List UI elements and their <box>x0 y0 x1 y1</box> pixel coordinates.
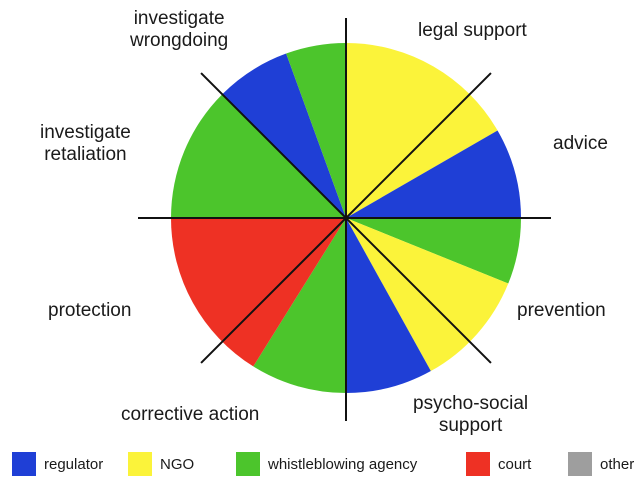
legend-item-other: other <box>568 452 634 476</box>
label-psycho-social-support-line-1: psycho-social <box>413 393 529 414</box>
axes-layer <box>138 18 551 421</box>
legend-swatch-other <box>568 452 592 476</box>
label-corrective-action: corrective action <box>121 404 260 425</box>
legend-item-regulator: regulator <box>12 452 103 476</box>
legend-swatch-court <box>466 452 490 476</box>
segment-regulator-8 <box>222 53 346 218</box>
radial-segment-diagram <box>138 18 551 421</box>
segment-agency-5 <box>253 218 346 393</box>
label-investigate-retaliation-line-2: retaliation <box>44 144 127 165</box>
label-investigate-wrongdoing: investigate wrongdoing <box>130 8 228 52</box>
label-psycho-social-support-line-2: support <box>438 415 503 436</box>
legend-swatch-regulator <box>12 452 36 476</box>
legend-item-court: court <box>466 452 531 476</box>
legend-label-other: other <box>600 455 635 473</box>
segment-regulator-1 <box>346 130 521 218</box>
legend-swatch-agency <box>236 452 260 476</box>
legend-label-court: court <box>498 455 532 473</box>
label-investigate-retaliation-line-1: investigate <box>40 122 131 143</box>
legend-label-agency: whistleblowing agency <box>268 455 418 473</box>
segment-court-6 <box>171 218 346 367</box>
label-protection: protection <box>48 300 132 321</box>
segment-ngo-0 <box>346 43 498 218</box>
segment-agency-7 <box>171 94 346 218</box>
label-psycho-social-support: psycho-social support <box>413 393 528 437</box>
segment-agency-2 <box>346 218 521 284</box>
label-investigate-wrongdoing-line-2: wrongdoing <box>130 30 229 51</box>
legend-item-agency: whistleblowing agency <box>236 452 417 476</box>
segment-agency-9 <box>286 43 346 218</box>
label-advice: advice <box>553 133 608 154</box>
label-investigate-wrongdoing-line-1: investigate <box>133 8 225 29</box>
axis-diagonal-nw-se <box>200 72 492 364</box>
segments-layer <box>171 43 521 393</box>
legend-label-ngo: NGO <box>160 455 195 473</box>
label-prevention: prevention <box>517 300 606 321</box>
legend-label-regulator: regulator <box>44 455 104 473</box>
legend-item-ngo: NGO <box>128 452 194 476</box>
segment-regulator-4 <box>346 218 431 393</box>
legend-swatch-ngo <box>128 452 152 476</box>
label-legal-support: legal support <box>418 20 527 41</box>
segment-ngo-3 <box>346 218 509 372</box>
label-investigate-retaliation: investigate retaliation <box>40 122 131 166</box>
